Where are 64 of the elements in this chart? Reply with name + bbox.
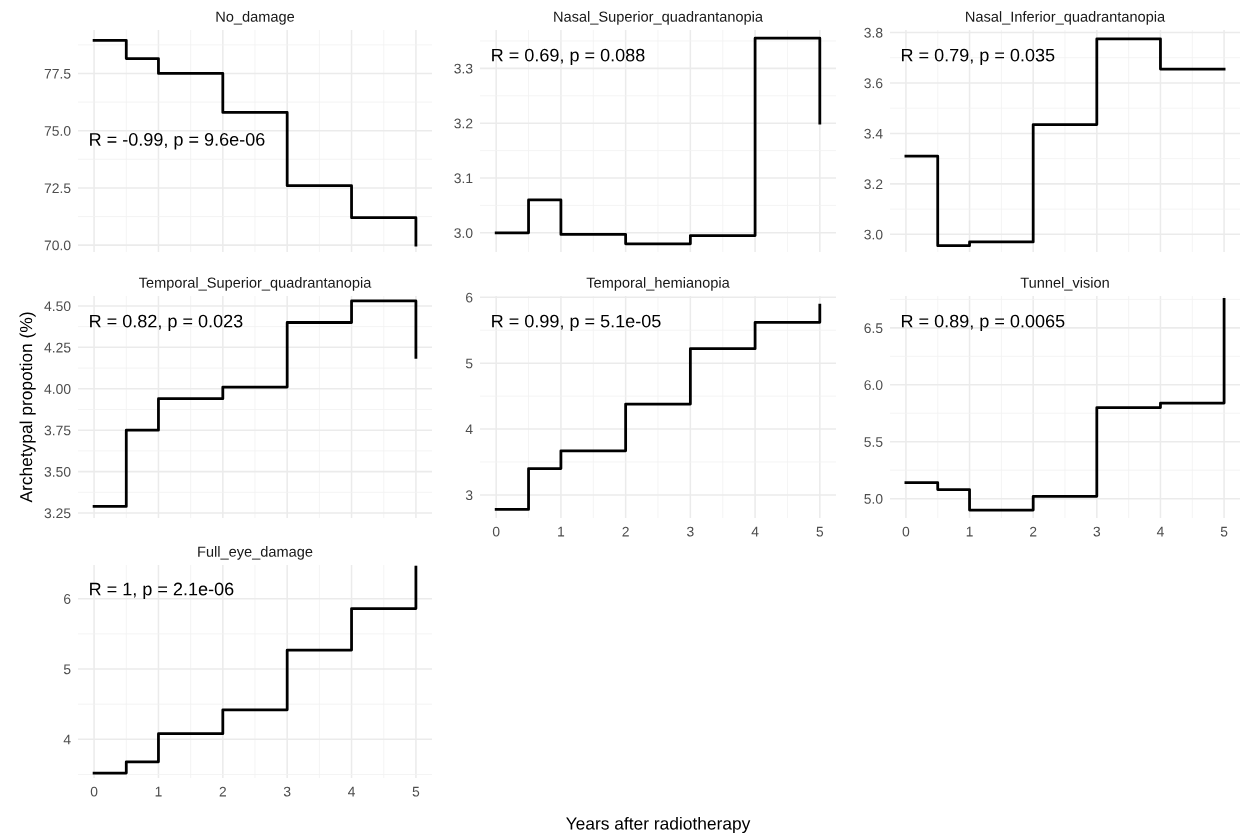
x-tick-label: 1 — [558, 526, 565, 537]
y-tick-label: 3.1 — [454, 173, 473, 184]
y-tick-label: 3.6 — [864, 78, 883, 89]
y-tick-label: 6.0 — [864, 380, 883, 390]
x-tick-label: 3 — [687, 526, 694, 537]
y-tick-label: 3.2 — [864, 179, 883, 190]
y-tick-label: 3.4 — [864, 128, 883, 139]
y-tick-label: 6 — [64, 594, 71, 604]
y-tick-label: 3.0 — [864, 229, 883, 240]
x-tick-label: 4 — [1156, 526, 1164, 537]
chart-title: Tunnel_vision — [1020, 277, 1109, 291]
y-tick-label: 5 — [465, 358, 473, 369]
y-tick-label: 4.50 — [44, 301, 71, 312]
y-axis-title: Archetypal propotion (%) — [19, 312, 36, 503]
y-tick-label: 77.5 — [44, 68, 71, 79]
x-tick-label: 4 — [751, 526, 759, 537]
y-tick-label: 6.5 — [864, 323, 883, 334]
y-tick-label: 4.00 — [44, 384, 71, 394]
x-axis-title: Years after radiotherapy — [566, 816, 751, 834]
annotation: R = 0.69, p = 0.088 — [492, 48, 645, 66]
x-tick-label: 4 — [348, 786, 355, 797]
x-tick-label: 1 — [966, 526, 973, 537]
x-tick-label: 1 — [155, 786, 162, 797]
x-tick-label: 5 — [412, 786, 420, 797]
y-tick-label: 3 — [465, 490, 473, 501]
annotation: R = 0.82, p = 0.023 — [90, 314, 243, 332]
x-tick-label: 2 — [622, 526, 629, 537]
x-tick-label: 3 — [283, 786, 291, 797]
chart-title: Full_eye_damage — [198, 546, 313, 560]
y-tick-label: 3.0 — [454, 228, 473, 238]
x-tick-label: 0 — [90, 786, 98, 797]
y-tick-label: 4 — [465, 424, 473, 435]
y-tick-label: 3.2 — [454, 118, 473, 129]
y-tick-label: 5 — [63, 664, 71, 675]
x-tick-label: 0 — [902, 526, 910, 537]
y-tick-label: 5.0 — [864, 493, 883, 504]
chart-title: Nasal_Superior_quadrantanopia — [554, 11, 763, 25]
y-tick-label: 3.50 — [44, 466, 71, 477]
annotation: R = 0.89, p = 0.0065 — [901, 314, 1065, 332]
y-tick-label: 6 — [466, 292, 473, 303]
y-tick-label: 3.3 — [454, 63, 473, 74]
chart-title: Nasal_Inferior_quadrantanopia — [966, 11, 1166, 25]
x-tick-label: 5 — [1220, 526, 1228, 537]
y-tick-label: 3.8 — [864, 27, 883, 38]
y-tick-label: 5.5 — [864, 437, 883, 447]
chart-title: No_damage — [216, 11, 295, 25]
annotation: R = 0.99, p = 5.1e-05 — [492, 314, 661, 332]
y-tick-label: 4.25 — [44, 342, 71, 353]
y-tick-label: 3.75 — [44, 425, 71, 436]
annotation: R = 1, p = 2.1e-06 — [90, 582, 234, 599]
chart-title: Temporal_Superior_quadrantanopia — [139, 277, 372, 291]
x-tick-label: 2 — [1030, 526, 1037, 537]
x-tick-label: 5 — [816, 526, 824, 537]
y-tick-label: 70.0 — [44, 240, 71, 251]
chart-title: Temporal_hemianopia — [586, 277, 730, 291]
y-tick-label: 4 — [63, 734, 71, 745]
x-tick-label: 3 — [1093, 526, 1101, 537]
y-tick-label: 75.0 — [44, 126, 71, 136]
x-tick-label: 0 — [492, 526, 500, 537]
annotation: R = -0.99, p = 9.6e-06 — [90, 133, 265, 150]
y-tick-label: 3.25 — [44, 508, 71, 519]
annotation: R = 0.79, p = 0.035 — [901, 48, 1055, 66]
y-tick-label: 72.5 — [44, 183, 71, 194]
x-tick-label: 2 — [219, 786, 226, 797]
